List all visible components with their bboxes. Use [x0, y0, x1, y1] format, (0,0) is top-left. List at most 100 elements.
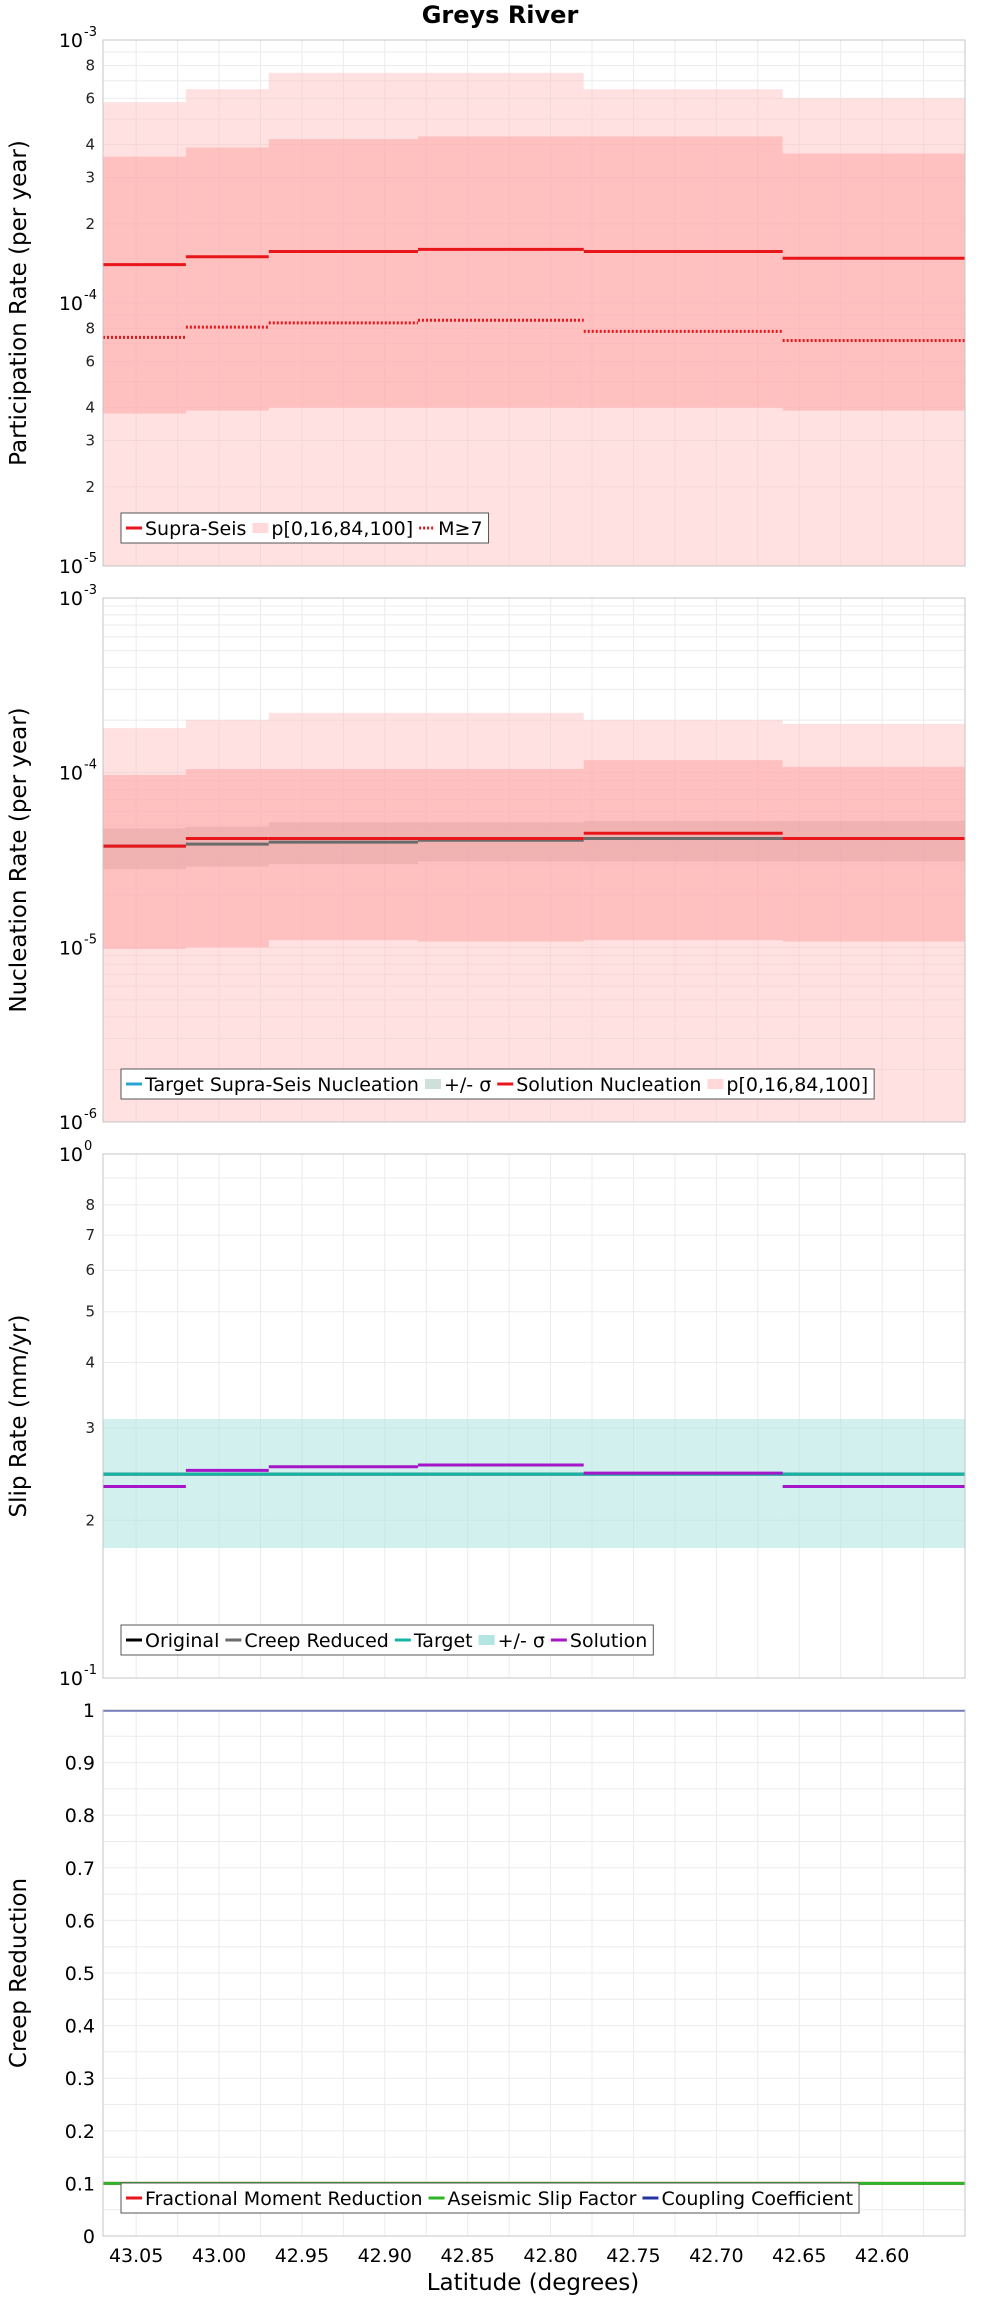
y-tick-label: 10 [59, 1112, 83, 1134]
series-solution-nucleation [103, 831, 965, 848]
y-tick-label: 10 [59, 588, 83, 610]
y-tick-label: 2 [85, 215, 95, 233]
legend-label: Original [145, 1630, 219, 1652]
y-tick-exponent: -6 [84, 1107, 97, 1122]
band-p-0-16-84-100- [103, 712, 965, 1122]
band-sigma-bar [782, 1419, 965, 1549]
band-outer-bar [782, 723, 965, 1122]
band-outer-bar [103, 102, 186, 566]
legend-label: p[0,16,84,100] [271, 518, 413, 540]
chart-title: Greys River [422, 1, 579, 29]
band-outer-bar [583, 720, 783, 1122]
y-tick-label: 0.9 [65, 1753, 95, 1775]
band-inner-bar [185, 147, 269, 411]
x-tick-label: 42.95 [275, 2245, 329, 2267]
band-p-0-16-84-100- [103, 72, 965, 566]
y-tick-label: 0.1 [65, 2173, 95, 2195]
legend-label: Solution Nucleation [516, 1074, 701, 1096]
y-tick-label: 0.4 [65, 2016, 95, 2038]
y-tick-label: 10 [59, 556, 83, 578]
legend-item: Solution [550, 1630, 647, 1652]
y-tick-label: 0.6 [65, 1910, 95, 1932]
legend-box [120, 2182, 860, 2214]
y-tick-label: 10 [59, 763, 83, 785]
legend-item: +/- σ [424, 1074, 491, 1096]
plot-border [102, 1709, 966, 2237]
y-tick-exponent: -3 [84, 25, 97, 40]
legend-item: Fractional Moment Reduction [126, 2188, 423, 2210]
y-tick-exponent: -5 [84, 551, 97, 566]
y-tick-label: 0.5 [65, 1963, 95, 1985]
legend-label: Supra-Seis [145, 518, 246, 540]
legend-label: Fractional Moment Reduction [145, 2188, 423, 2210]
legend: Target Supra-Seis Nucleation +/- σ Solutio… [120, 1068, 875, 1100]
legend-label: Target Supra-Seis Nucleation [144, 1074, 419, 1096]
y-tick-label: 4 [85, 136, 95, 154]
x-tick-label: 42.65 [772, 2245, 826, 2267]
y-tick-label: 10 [59, 30, 83, 52]
y-axis-label: Slip Rate (mm/yr) [6, 1315, 32, 1518]
band-inner-bar [103, 156, 186, 414]
plot-border [102, 1153, 966, 1679]
band-outer-bar [185, 720, 269, 1122]
x-tick-labels: 43.05 43.00 42.95 42.90 42.85 42.80 42.75 42.70… [109, 2245, 909, 2267]
band-sigma-bar [417, 1419, 584, 1549]
legend-item: p[0,16,84,100] [707, 1074, 868, 1096]
y-tick-label: 10 [59, 293, 83, 315]
band-sigma-bar [583, 1419, 783, 1549]
band-inner-bar [417, 136, 584, 408]
band-sigma-bar [185, 1419, 269, 1549]
legend-label: +/- σ [444, 1074, 491, 1096]
band-inner-bar [268, 139, 418, 408]
plot-border [102, 597, 966, 1123]
x-tick-label: 42.85 [440, 2245, 494, 2267]
y-tick-label: 8 [85, 1196, 95, 1214]
band-inner-bar [782, 153, 965, 411]
y-tick-label: 0.8 [65, 1805, 95, 1827]
plot-area [103, 1154, 965, 1678]
y-tick-label: 2 [85, 1511, 95, 1529]
band-outer-bar [417, 72, 584, 566]
y-tick-exponent: -5 [84, 932, 97, 947]
band-outer-bar [268, 712, 418, 1122]
y-tick-label: 1 [83, 1700, 95, 1722]
band-inner-bar [417, 768, 584, 942]
legend-label: +/- σ [498, 1630, 545, 1652]
y-tick-label: 6 [85, 352, 95, 370]
y-tick-label: 2 [85, 478, 95, 496]
legend-item: Coupling Coefficient [642, 2188, 853, 2210]
band-- [103, 1419, 965, 1549]
grid [103, 1709, 965, 2237]
y-tick-exponent: -4 [84, 758, 97, 773]
y-tick-label: 0.2 [65, 2121, 95, 2143]
y-tick-label: 0.7 [65, 1858, 95, 1880]
y-tick-exponent: -3 [84, 583, 97, 598]
x-tick-label: 43.05 [109, 2245, 163, 2267]
y-tick-label: 8 [85, 56, 95, 74]
y-tick-label: 0 [83, 2226, 95, 2248]
x-tick-label: 42.90 [358, 2245, 412, 2267]
legend: Supra-Seis p[0,16,84,100] M≥7 [120, 512, 490, 544]
band-inner-bar [185, 768, 269, 948]
x-tick-label: 43.00 [192, 2245, 246, 2267]
x-tick-label: 42.75 [606, 2245, 660, 2267]
legend-item: Original [126, 1630, 219, 1652]
y-axis-label: Participation Rate (per year) [6, 140, 32, 466]
legend-item: Target Supra-Seis Nucleation [126, 1074, 419, 1096]
band-inner-bar [103, 774, 186, 949]
legend-swatch [478, 1635, 495, 1645]
legend-item: Solution Nucleation [497, 1074, 701, 1096]
y-tick-label: 4 [85, 1354, 95, 1372]
legend: Original Creep Reduced Target +/- σ Solution [120, 1624, 654, 1656]
y-tick-label: 6 [85, 89, 95, 107]
y-tick-label: 3 [85, 169, 95, 187]
legend-label: Creep Reduced [244, 1630, 388, 1652]
y-tick-label: 4 [85, 399, 95, 417]
panel-4: 1 0.9 0.8 0.7 0.6 0.5 0.4 0.3 0.2 0.1 0 Creep Reduc… [6, 1700, 966, 2248]
plot-border [102, 39, 966, 567]
legend-item: Target [394, 1630, 473, 1652]
